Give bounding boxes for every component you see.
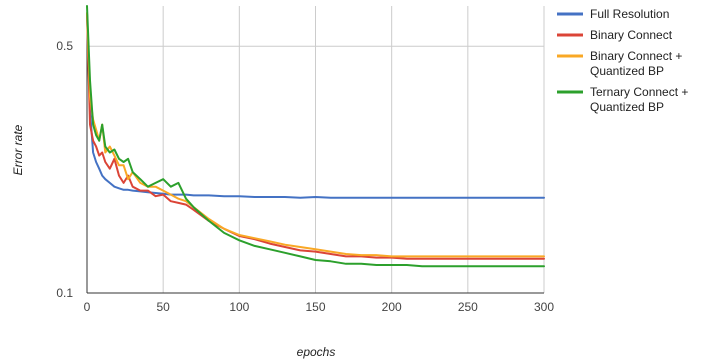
x-tick-label: 200 [382, 300, 402, 314]
axes: 0 50 100 150 200 250 300 0.1 0.5 [56, 6, 554, 314]
x-axis-title: epochs [297, 345, 336, 359]
grid [87, 6, 545, 293]
legend-item-1: Full Resolution [557, 7, 669, 21]
legend: Full Resolution Binary Connect Binary Conn… [557, 7, 688, 114]
x-tick-label: 50 [156, 300, 170, 314]
y-tick-label: 0.5 [56, 39, 73, 53]
legend-label: Ternary Connect + Quantized BP [590, 85, 688, 114]
x-tick-label: 0 [84, 300, 91, 314]
x-tick-label: 300 [534, 300, 554, 314]
series-line-4 [86, 5, 545, 268]
y-axis-title: Error rate [11, 124, 25, 175]
series-line-1 [86, 12, 545, 199]
legend-item-2: Binary Connect [557, 28, 673, 42]
series-lines [86, 5, 545, 268]
legend-label: Binary Connect [590, 28, 673, 42]
x-tick-label: 100 [229, 300, 249, 314]
legend-label: Binary Connect + Quantized BP [590, 49, 682, 78]
x-tick-label: 150 [305, 300, 325, 314]
legend-item-4: Ternary Connect + Quantized BP [557, 85, 688, 114]
legend-item-3: Binary Connect + Quantized BP [557, 49, 682, 78]
x-tick-label: 250 [458, 300, 478, 314]
y-tick-label: 0.1 [56, 286, 73, 300]
legend-label: Full Resolution [590, 7, 669, 21]
series-line-3 [86, 12, 545, 258]
